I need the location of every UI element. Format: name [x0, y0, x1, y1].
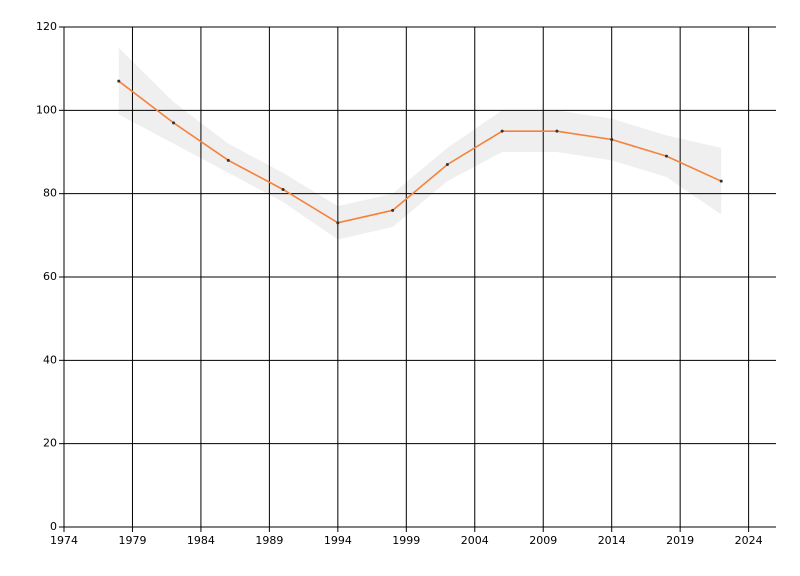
- y-tick-label: 40: [43, 353, 57, 366]
- x-tick-label: 1984: [187, 534, 215, 547]
- point: [281, 188, 285, 191]
- point: [226, 158, 230, 162]
- point: [172, 121, 176, 125]
- x-tick-label: 2024: [735, 534, 763, 547]
- x-tick-label: 2004: [461, 534, 489, 547]
- x-tick-label: 2014: [598, 534, 626, 547]
- y-tick-label: 60: [43, 270, 57, 283]
- y-tick-label: 0: [50, 520, 57, 533]
- point: [610, 138, 614, 141]
- point: [500, 129, 504, 133]
- x-tick-label: 1974: [50, 534, 78, 547]
- x-tick-label: 2009: [529, 534, 557, 547]
- confidence-band: [118, 47, 722, 240]
- x-tick-label: 2019: [666, 534, 694, 547]
- y-tick-label: 120: [36, 20, 57, 33]
- x-tick-label: 1999: [392, 534, 420, 547]
- point: [445, 163, 449, 166]
- x-tick-label: 1989: [255, 534, 283, 547]
- point: [117, 79, 121, 83]
- line: [118, 80, 722, 224]
- point: [664, 154, 668, 158]
- point: [719, 179, 723, 183]
- y-tick-label: 80: [43, 187, 57, 200]
- point: [336, 221, 340, 225]
- x-tick-label: 1994: [324, 534, 352, 547]
- point: [391, 208, 395, 212]
- y-tick-label: 100: [36, 103, 57, 116]
- x-tick-label: 1979: [118, 534, 146, 547]
- y-tick-label: 20: [43, 437, 57, 450]
- point: [555, 129, 559, 133]
